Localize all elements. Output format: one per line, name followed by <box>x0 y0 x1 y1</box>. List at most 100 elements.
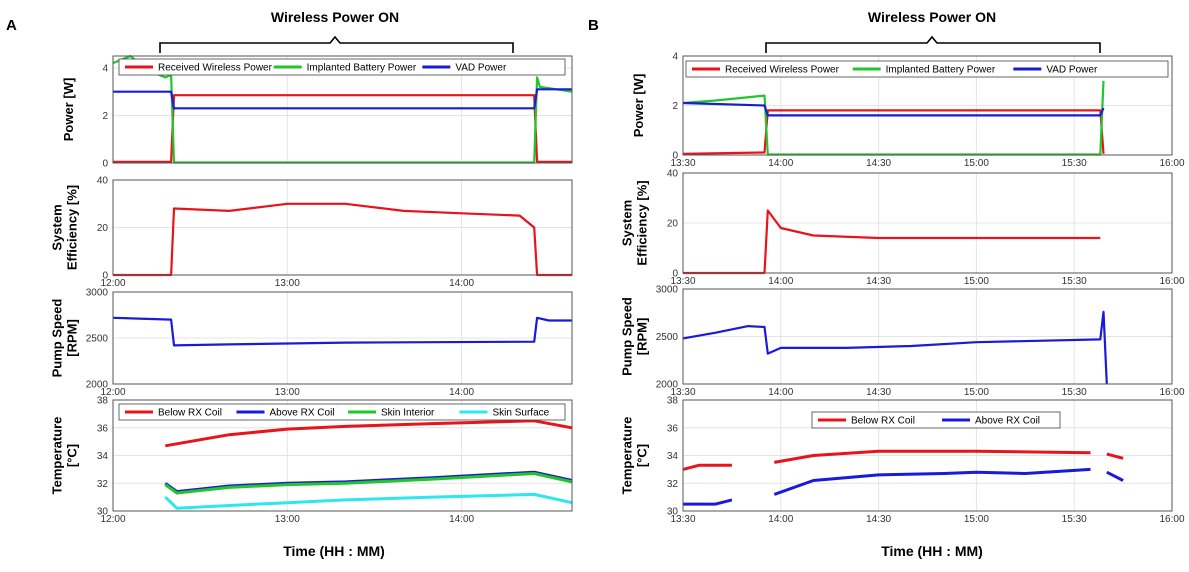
y-tick-label: 0 <box>672 151 678 162</box>
x-tick-label: 14:00 <box>449 278 474 289</box>
y-tick-label: 32 <box>667 479 679 490</box>
y-axis-title-line: Pump Speed <box>50 299 65 378</box>
legend-label: Above RX Coil <box>270 408 335 419</box>
x-tick-label: 13:30 <box>670 514 695 525</box>
y-axis-title-line: System <box>620 200 635 246</box>
y-tick-label: 20 <box>97 223 109 234</box>
y-tick-label: 38 <box>667 396 679 407</box>
x-tick-label: 14:30 <box>866 387 891 398</box>
y-axis-title-line: Efficiency [%] <box>65 185 80 270</box>
y-tick-label: 0 <box>672 269 678 280</box>
subplot-B-temp: 30 32 34 36 38 13:30 14:00 14:30 15:00 15:30 16:00… <box>620 396 1185 526</box>
series-line-below-rx-coil <box>682 463 732 471</box>
legend: Below RX Coil Above RX Coil <box>811 411 1061 429</box>
y-axis-title: Temperature[°C] <box>50 417 80 495</box>
series-line-below-rx-coil <box>165 419 573 448</box>
series-line-system-efficiency <box>683 209 1101 275</box>
y-axis-title: SystemEfficiency [%] <box>620 180 650 265</box>
wireless-power-label-b: Wireless Power ON <box>868 9 996 25</box>
plot-frame <box>682 172 1173 274</box>
plot-frame <box>112 291 573 385</box>
y-tick-label: 2000 <box>656 380 679 391</box>
x-tick-label: 16:00 <box>1159 158 1184 169</box>
y-tick-label: 0 <box>102 159 108 170</box>
x-tick-label: 15:30 <box>1062 387 1087 398</box>
x-axis-title-b: Time (HH : MM) <box>881 543 983 559</box>
x-tick-label: 13:30 <box>670 158 695 169</box>
legend: Below RX Coil Above RX Coil Skin Interior S… <box>118 403 566 421</box>
y-axis-title: Power [W] <box>631 74 646 138</box>
wireless-power-label-a: Wireless Power ON <box>271 9 399 25</box>
y-tick-label: 20 <box>667 219 679 230</box>
series-line-pump-speed <box>112 316 572 347</box>
panel-a-label: A <box>6 17 17 34</box>
wireless-brace-b <box>765 35 1101 53</box>
chart-panels: 0 2 4 Power [W] Received Wireless Power Impla… <box>50 52 1185 526</box>
x-tick-label: 14:00 <box>768 514 793 525</box>
x-tick-label: 13:30 <box>670 276 695 287</box>
x-tick-label: 15:30 <box>1062 158 1087 169</box>
x-tick-label: 15:00 <box>964 514 989 525</box>
subplot-B-eff: 0 20 40 13:30 14:00 14:30 15:00 15:30 16:00 Syste… <box>620 169 1185 288</box>
y-tick-label: 40 <box>667 169 679 180</box>
legend-box <box>811 411 1061 429</box>
legend-box <box>685 60 1169 78</box>
plot-frame <box>682 288 1173 385</box>
y-axis-title: Pump Speed[RPM] <box>620 297 650 376</box>
y-axis-title-line: [°C] <box>65 444 80 467</box>
x-tick-label: 13:30 <box>670 387 695 398</box>
x-tick-label: 14:00 <box>449 514 474 525</box>
series-line-above-rx-coil <box>683 498 733 506</box>
subplot-B-power: 0 2 4 13:30 14:00 14:30 15:00 15:30 16:00 Power [… <box>631 52 1185 170</box>
legend-label: Above RX Coil <box>975 416 1040 427</box>
x-tick-label: 14:00 <box>449 387 474 398</box>
y-axis-title: Pump Speed[RPM] <box>50 299 80 378</box>
x-tick-label: 13:00 <box>275 514 300 525</box>
panel-b-label: B <box>588 17 599 34</box>
series-line-pump-speed <box>682 310 1108 385</box>
x-tick-label: 15:00 <box>964 387 989 398</box>
y-tick-label: 2 <box>102 111 108 122</box>
y-tick-label: 0 <box>102 271 108 282</box>
x-tick-label: 14:30 <box>866 158 891 169</box>
subplot-A-pump: 2000 2500 3000 12:00 13:00 14:00 Pump Speed[RP… <box>50 288 573 398</box>
series-line-skin-surface <box>164 492 573 510</box>
x-tick-label: 15:00 <box>964 276 989 287</box>
subplot-A-power: 0 2 4 Power [W] Received Wireless Power Impla… <box>61 54 573 170</box>
y-tick-label: 2 <box>672 101 678 112</box>
y-tick-label: 36 <box>97 423 109 434</box>
y-tick-label: 4 <box>672 52 678 63</box>
legend-label: Received Wireless Power <box>725 65 840 76</box>
legend-label: Implanted Battery Power <box>307 63 417 74</box>
y-tick-label: 32 <box>97 479 109 490</box>
y-tick-label: 36 <box>667 423 679 434</box>
x-tick-label: 14:30 <box>866 276 891 287</box>
series-line-implanted-battery-power <box>682 80 1105 156</box>
wireless-brace-a <box>159 35 514 53</box>
x-axis-title-a: Time (HH : MM) <box>283 543 385 559</box>
legend-label: VAD Power <box>455 63 507 74</box>
y-tick-label: 30 <box>97 507 109 518</box>
y-axis-title-line: Temperature <box>620 417 635 495</box>
legend-label: Skin Interior <box>381 408 435 419</box>
y-axis-title-line: [RPM] <box>635 318 650 356</box>
x-tick-label: 12:00 <box>100 278 125 289</box>
legend: Received Wireless Power Implanted Battery… <box>685 60 1169 78</box>
series-line-vad-power <box>113 88 572 110</box>
y-tick-label: 30 <box>667 507 679 518</box>
x-tick-label: 15:00 <box>964 158 989 169</box>
y-tick-label: 2500 <box>86 334 109 345</box>
y-axis-title: Temperature[°C] <box>620 417 650 495</box>
x-tick-label: 15:30 <box>1062 514 1087 525</box>
series-line-below-rx-coil <box>774 449 1091 464</box>
y-tick-label: 2500 <box>656 332 679 343</box>
series-line-above-rx-coil <box>1106 470 1124 482</box>
y-axis-title-line: Power [W] <box>61 78 76 142</box>
legend-label: Below RX Coil <box>158 408 222 419</box>
x-tick-label: 16:00 <box>1159 276 1184 287</box>
y-axis-title: SystemEfficiency [%] <box>50 185 80 270</box>
plot-frame <box>682 399 1173 512</box>
y-tick-label: 34 <box>667 451 679 462</box>
plot-frame <box>112 179 573 276</box>
